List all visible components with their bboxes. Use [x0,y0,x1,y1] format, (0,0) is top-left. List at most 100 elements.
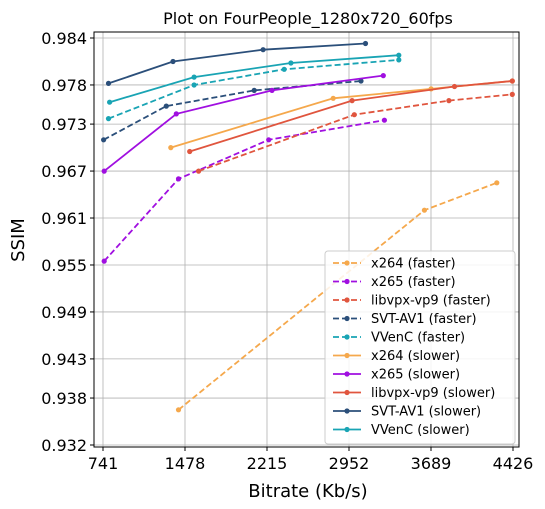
data-point [101,258,107,264]
series-line [189,80,513,153]
legend-swatch-marker [344,260,350,266]
series-line [198,93,513,172]
data-point [451,83,458,90]
series-libvpx-vp9-slower [187,78,515,155]
legend-label: x264 (slower) [371,349,460,364]
series-libvpx-vp9-faster [196,91,515,174]
x-ticks: 741 1478 2215 2952 3689 4426 [88,447,534,473]
data-point [173,111,179,117]
chart-title: Plot on FourPeople_1280x720_60fps [163,9,453,29]
data-point [446,98,452,104]
data-point [196,168,202,174]
series-line [108,42,366,85]
legend-label: libvpx-vp9 (slower) [371,386,495,401]
legend-label: x265 (faster) [371,275,456,290]
data-point [351,112,357,118]
data-point [281,66,287,72]
legend-entry: SVT-AV1 (faster) [333,312,477,327]
legend-swatch-marker [344,389,350,396]
data-point [269,87,275,93]
grid [94,32,519,447]
legend-swatch-marker [344,334,350,340]
legend-entry: SVT-AV1 (slower) [333,405,481,420]
legend-swatch-marker [344,408,350,414]
y-tick-label: 0.967 [41,162,87,181]
data-point [187,148,193,155]
series-x264-faster [175,180,500,413]
legend-entry: VVenC (slower) [333,423,470,438]
series-line [103,74,384,172]
data-point [175,176,182,182]
x-axis-title: Bitrate (Kb/s) [248,481,367,502]
legend-entry: x264 (slower) [333,349,460,364]
data-point [175,407,182,413]
legend-entry: x265 (slower) [333,368,460,383]
data-point [421,207,427,213]
series-vvenc-slower [107,52,402,105]
data-point [170,58,176,65]
legend-label: SVT-AV1 (faster) [371,312,477,327]
y-tick-label: 0.943 [41,350,87,369]
data-point [101,168,107,174]
series-x264-slower [168,78,515,151]
x-tick-label: 4426 [493,454,534,473]
series-x265-faster [101,117,387,264]
series-x265-slower [101,73,386,174]
data-point [168,145,174,151]
legend-label: x265 (slower) [371,368,460,383]
data-point [163,103,169,109]
series-line [108,59,399,120]
x-tick-label: 2952 [329,454,370,473]
legend-swatch-marker [344,315,350,322]
legend-box [324,250,516,445]
data-point [191,74,197,80]
series-vvenc-faster [105,57,402,122]
y-ticks: 0.932 0.938 0.943 0.949 0.955 0.961 0.967 0.973… [41,29,94,455]
data-point [266,137,272,143]
x-tick-label: 1478 [165,454,206,473]
legend-label: VVenC (faster) [371,331,465,346]
legend-swatch-marker [344,426,350,433]
data-point [330,95,336,101]
legend-label: SVT-AV1 (slower) [371,405,481,420]
series-line [103,119,385,262]
data-point [251,87,257,93]
x-tick-label: 2215 [247,454,288,473]
legend-label: VVenC (slower) [371,423,470,438]
data-point [288,60,294,66]
legend-entry: libvpx-vp9 (faster) [333,294,491,309]
series-line [109,54,399,104]
data-point [509,78,515,84]
x-tick-label: 741 [88,454,119,473]
data-point [362,40,369,47]
data-point [396,57,402,63]
legend-label: libvpx-vp9 (faster) [371,294,491,309]
series-line [170,80,513,149]
data-point [260,47,266,53]
y-tick-label: 0.961 [41,209,87,228]
data-point [101,137,107,143]
legend-entry: x264 (faster) [333,257,456,272]
legend-swatch-marker [344,278,350,285]
data-point [349,98,355,104]
data-point [107,99,113,105]
legend-entry: VVenC (faster) [333,331,465,346]
y-tick-label: 0.973 [41,115,87,134]
y-tick-label: 0.984 [41,29,87,48]
legend: x264 (faster) x265 (faster) libvpx-vp9 (fa… [324,250,516,445]
legend-entry: libvpx-vp9 (slower) [333,386,495,401]
data-point [494,180,500,186]
series-layer [101,40,515,413]
y-tick-label: 0.932 [41,436,87,455]
y-axis-title: SSIM [8,218,29,262]
data-point [358,78,364,84]
y-tick-label: 0.955 [41,256,87,275]
legend-entry: x265 (faster) [333,275,456,290]
data-point [381,117,387,123]
data-point [509,91,515,97]
data-point [191,82,197,88]
plot-frame [93,31,520,448]
data-point [396,52,402,58]
legend-label: x264 (faster) [371,257,456,272]
x-tick-label: 3689 [411,454,452,473]
